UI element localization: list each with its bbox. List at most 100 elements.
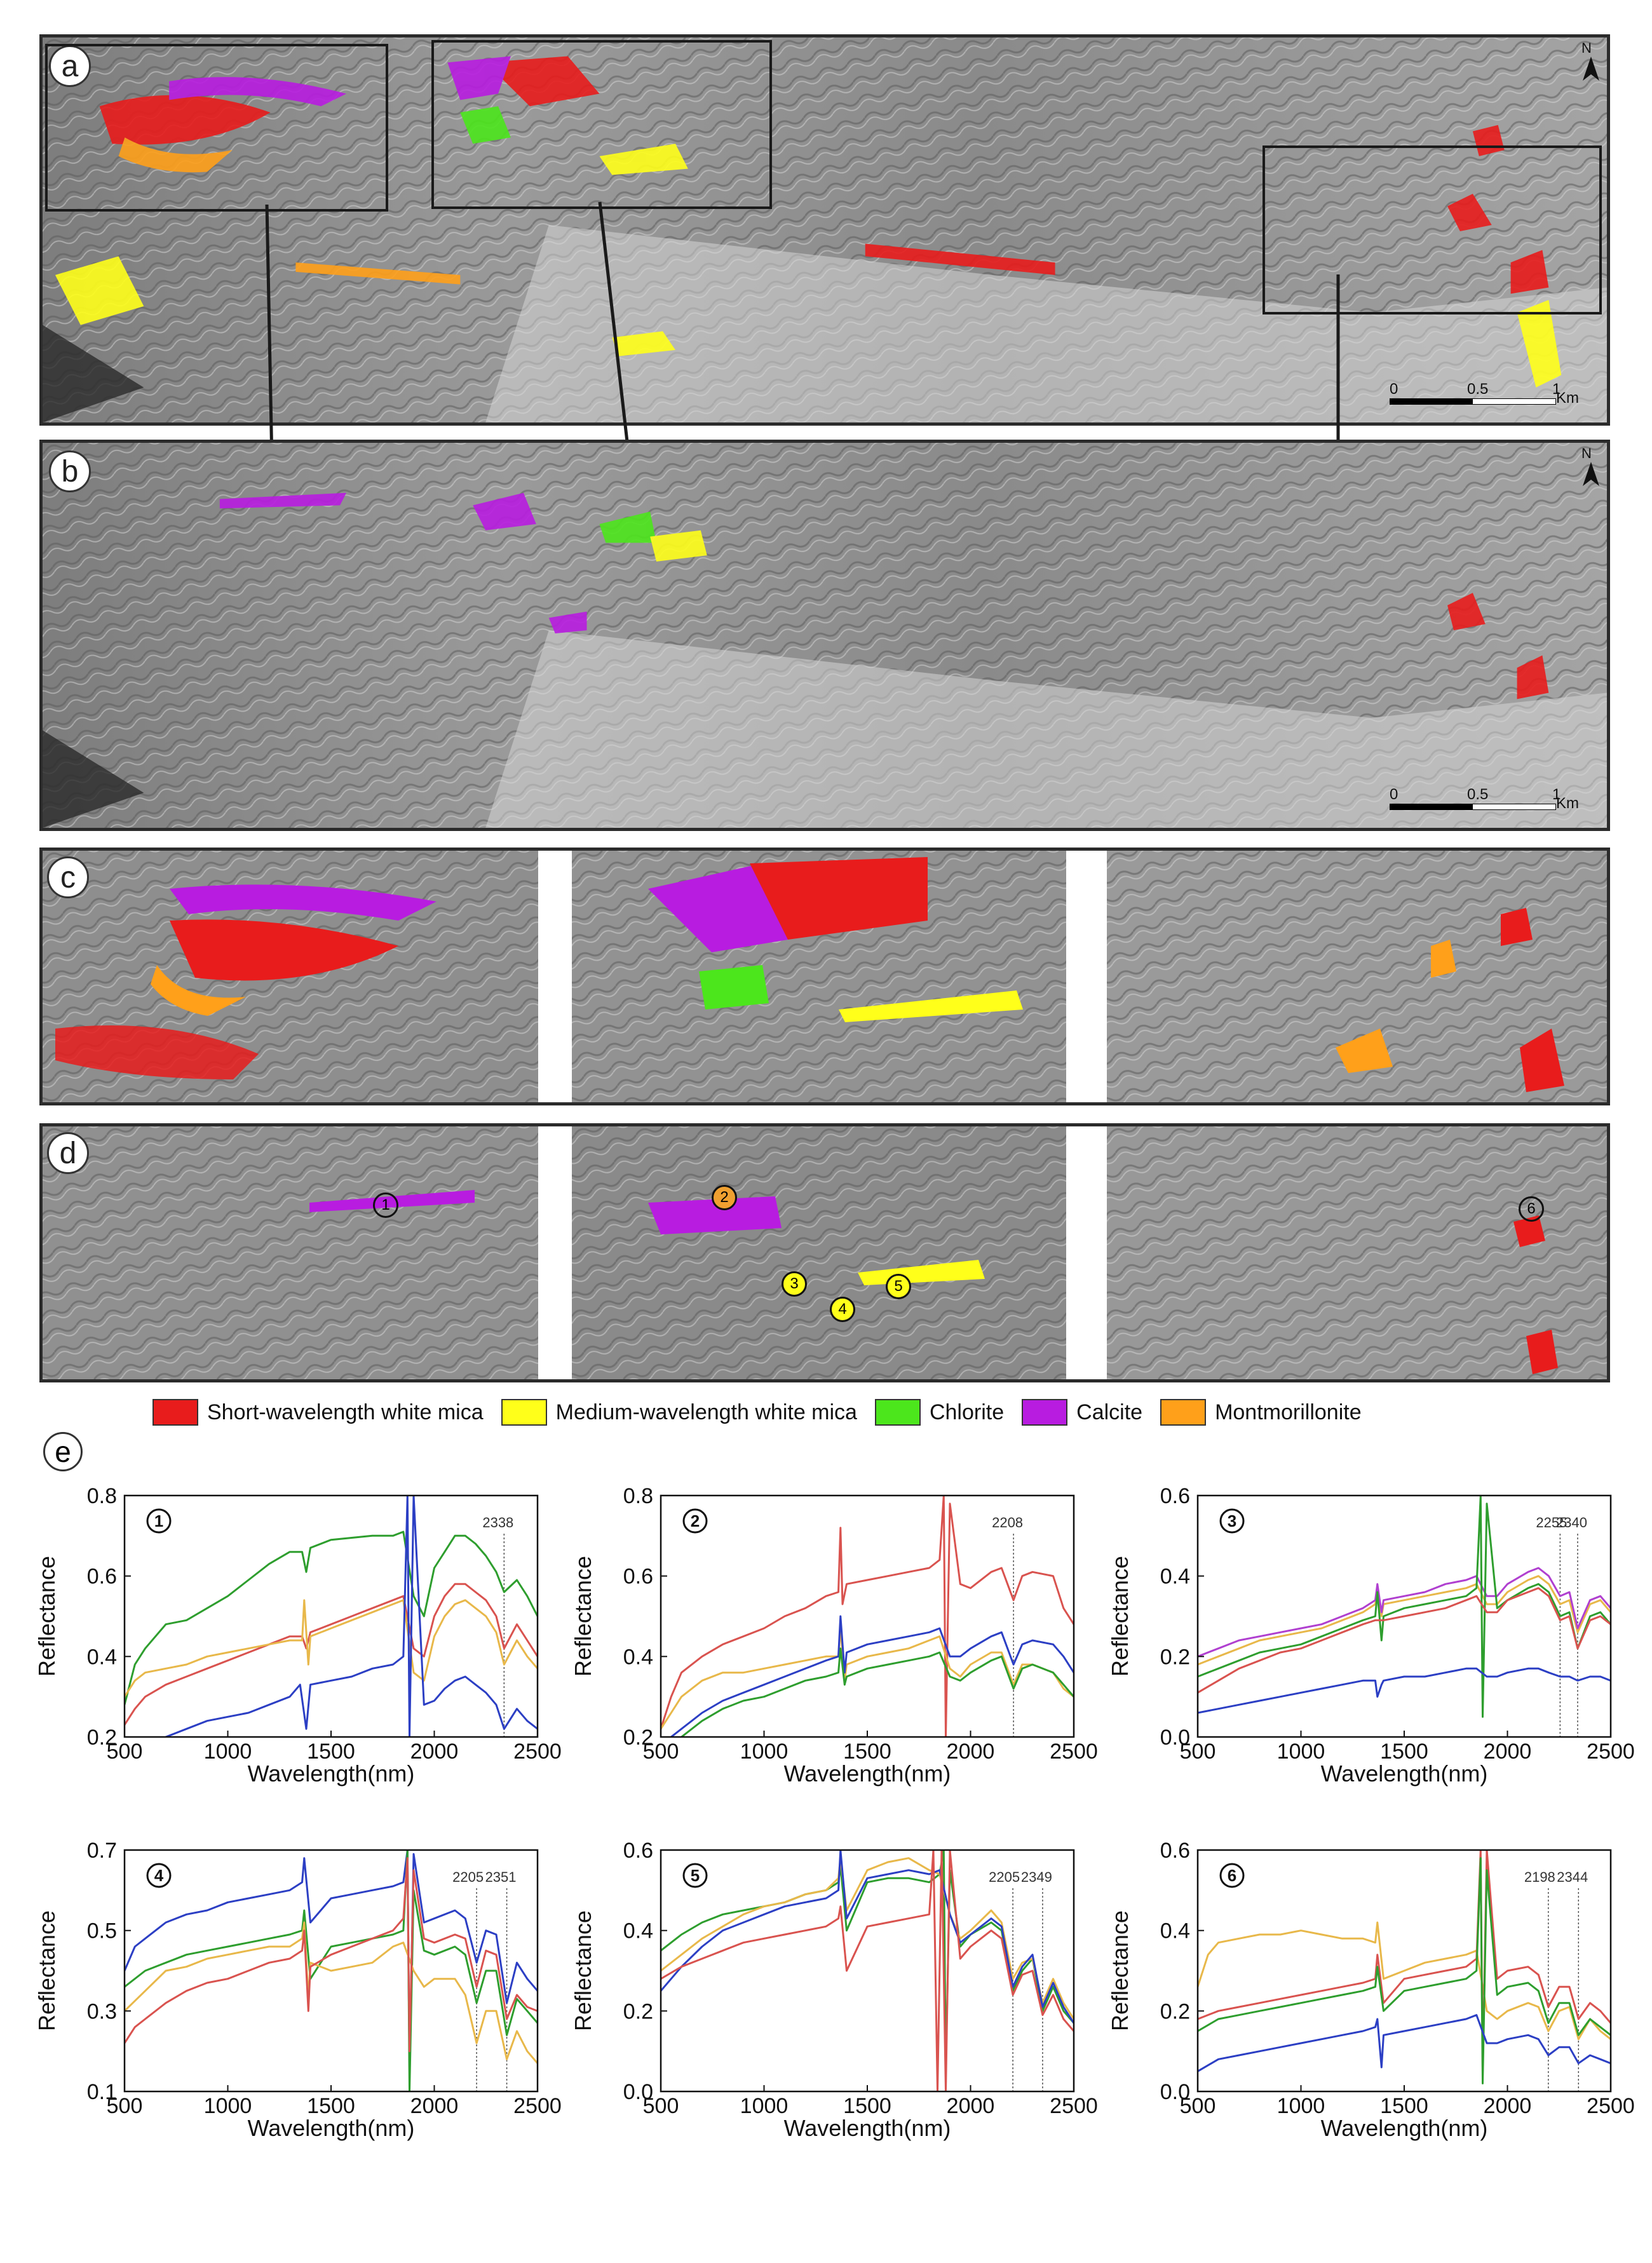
y-axis-label: Reflectance xyxy=(570,1556,596,1677)
map-panel-c: c xyxy=(39,848,1610,1105)
plot-frame xyxy=(123,1494,539,1738)
x-tick-label: 1000 xyxy=(740,1739,789,1764)
x-axis-label: Wavelength(nm) xyxy=(784,1760,951,1787)
absorption-label: 2208 xyxy=(992,1515,1023,1530)
absorption-label: 2205 xyxy=(452,1869,484,1885)
series-line-yellow xyxy=(125,1599,538,1698)
sample-marker-5: 5 xyxy=(886,1274,911,1299)
sample-badge-label: 2 xyxy=(691,1511,700,1530)
series-group xyxy=(1198,1496,1611,1718)
series-line-green xyxy=(1198,1857,1611,2084)
sample-badge-label: 6 xyxy=(1228,1866,1236,1885)
legend-item-medium-mica: Medium-wavelength white mica xyxy=(501,1399,857,1426)
scale-bar-b: 0 0.5 1 Km xyxy=(1390,786,1579,812)
scale-bar-solid xyxy=(1390,398,1472,405)
scale-label-half: 0.5 xyxy=(1467,381,1489,398)
legend-item-calcite: Calcite xyxy=(1022,1399,1142,1426)
sample-badge xyxy=(1219,1863,1245,1888)
x-tick-label: 1500 xyxy=(307,2094,355,2118)
x-axis-label: Wavelength(nm) xyxy=(1321,1760,1488,1787)
series-line-red xyxy=(125,1857,538,2053)
y-tick-label: 0.6 xyxy=(623,1565,653,1589)
zoom-box-left xyxy=(45,44,388,212)
y-axis-label: Reflectance xyxy=(34,1910,60,2031)
panel-label-c: c xyxy=(47,856,89,898)
series-line-blue xyxy=(164,1496,538,1737)
y-tick-label: 0.2 xyxy=(623,1999,653,2023)
x-tick-label: 2500 xyxy=(1587,2094,1635,2118)
x-tick-label: 2500 xyxy=(1050,1739,1098,1764)
north-arrow: N xyxy=(1581,40,1601,82)
spectrum-chart-1: 2338 500 1000 1500 2000 2500 0.2 0.4 0.6 0.8 Wavel… xyxy=(34,1484,562,1787)
absorption-label: 2198 xyxy=(1524,1869,1555,1885)
x-tick-label: 500 xyxy=(1180,1739,1216,1764)
y-tick-label: 0.2 xyxy=(87,1726,117,1750)
x-tick-label: 1000 xyxy=(204,1739,252,1764)
x-tick-label: 1500 xyxy=(843,2094,891,2118)
y-axis-label: Reflectance xyxy=(1107,1910,1133,2031)
zoom-map-c-left xyxy=(43,851,538,1102)
x-axis-label: Wavelength(nm) xyxy=(1321,2115,1488,2141)
scale-bar-hollow xyxy=(1472,804,1556,810)
series-group xyxy=(125,1496,538,1737)
x-tick-label: 1500 xyxy=(843,1739,891,1764)
series-line-blue xyxy=(661,1850,1074,2024)
y-tick-label: 0.2 xyxy=(623,1726,653,1750)
sample-badge-label: 3 xyxy=(1228,1511,1236,1530)
series-line-blue xyxy=(669,1615,1074,1737)
absorption-label: 2351 xyxy=(485,1869,517,1885)
hillshade-map-b xyxy=(43,443,1607,828)
scale-label-0: 0 xyxy=(1390,381,1398,398)
series-line-blue xyxy=(1198,1667,1611,1714)
y-tick-label: 0.8 xyxy=(87,1484,117,1508)
x-tick-label: 1000 xyxy=(1277,1739,1325,1764)
x-tick-label: 1500 xyxy=(1380,2094,1428,2118)
x-tick-label: 2500 xyxy=(1050,2094,1098,2118)
zoom-map-d-left xyxy=(43,1126,538,1379)
sample-badge-label: 1 xyxy=(154,1511,163,1530)
series-line-red xyxy=(1198,1850,1611,2072)
sample-badge xyxy=(682,1508,708,1534)
y-tick-label: 0.5 xyxy=(87,1919,117,1943)
x-tick-label: 2000 xyxy=(410,2094,459,2118)
series-line-blue xyxy=(125,1850,538,2072)
series-line-blue xyxy=(1198,2014,1611,2072)
series-line-yellow xyxy=(661,1627,1074,1730)
scale-label-half: 0.5 xyxy=(1467,786,1489,803)
y-tick-label: 0.1 xyxy=(87,2080,117,2104)
zoom-map-d-middle xyxy=(572,1126,1066,1379)
x-tick-label: 1000 xyxy=(740,2094,789,2118)
panel-label-b: b xyxy=(49,450,91,492)
y-tick-label: 0.2 xyxy=(1160,1999,1190,2023)
series-line-yellow xyxy=(1198,1921,1611,2041)
zoom-map-c-right xyxy=(1107,851,1607,1102)
legend-label: Chlorite xyxy=(929,1400,1005,1424)
scale-bar-hollow xyxy=(1472,398,1556,405)
y-tick-label: 0.4 xyxy=(87,1645,117,1669)
sample-badge xyxy=(682,1863,708,1888)
x-axis-label: Wavelength(nm) xyxy=(248,1760,415,1787)
spectrum-chart-2: 2208 500 1000 1500 2000 2500 0.2 0.4 0.6 0.8 Wavel… xyxy=(570,1484,1098,1787)
series-line-green xyxy=(1198,1496,1611,1718)
zoom-map-c-middle xyxy=(572,851,1066,1102)
series-line-red xyxy=(661,1496,1074,1737)
legend-swatch xyxy=(501,1399,547,1426)
x-tick-label: 2000 xyxy=(947,1739,995,1764)
legend-swatch xyxy=(1022,1399,1068,1426)
spectrum-chart-6: 2198 2344 500 1000 1500 2000 2500 0.0 0.2 0.4 0.6 W… xyxy=(1107,1839,1635,2141)
panel-label-a: a xyxy=(49,45,91,87)
y-tick-label: 0.6 xyxy=(623,1839,653,1863)
series-group xyxy=(125,1850,538,2091)
y-tick-label: 0.6 xyxy=(1160,1839,1190,1863)
series-line-green xyxy=(125,1530,538,1705)
legend-swatch xyxy=(152,1399,198,1426)
map-panel-b: b N 0 0.5 1 Km xyxy=(39,440,1610,831)
series-line-red xyxy=(1198,1587,1611,1694)
sample-badge-label: 4 xyxy=(154,1866,164,1885)
absorption-label: 2255 xyxy=(1536,1515,1567,1530)
sample-marker-3: 3 xyxy=(782,1271,807,1297)
y-axis-label: Reflectance xyxy=(570,1910,596,2031)
zoom-panel-c-middle xyxy=(572,851,1066,1102)
absorption-label: 2349 xyxy=(1021,1869,1052,1885)
